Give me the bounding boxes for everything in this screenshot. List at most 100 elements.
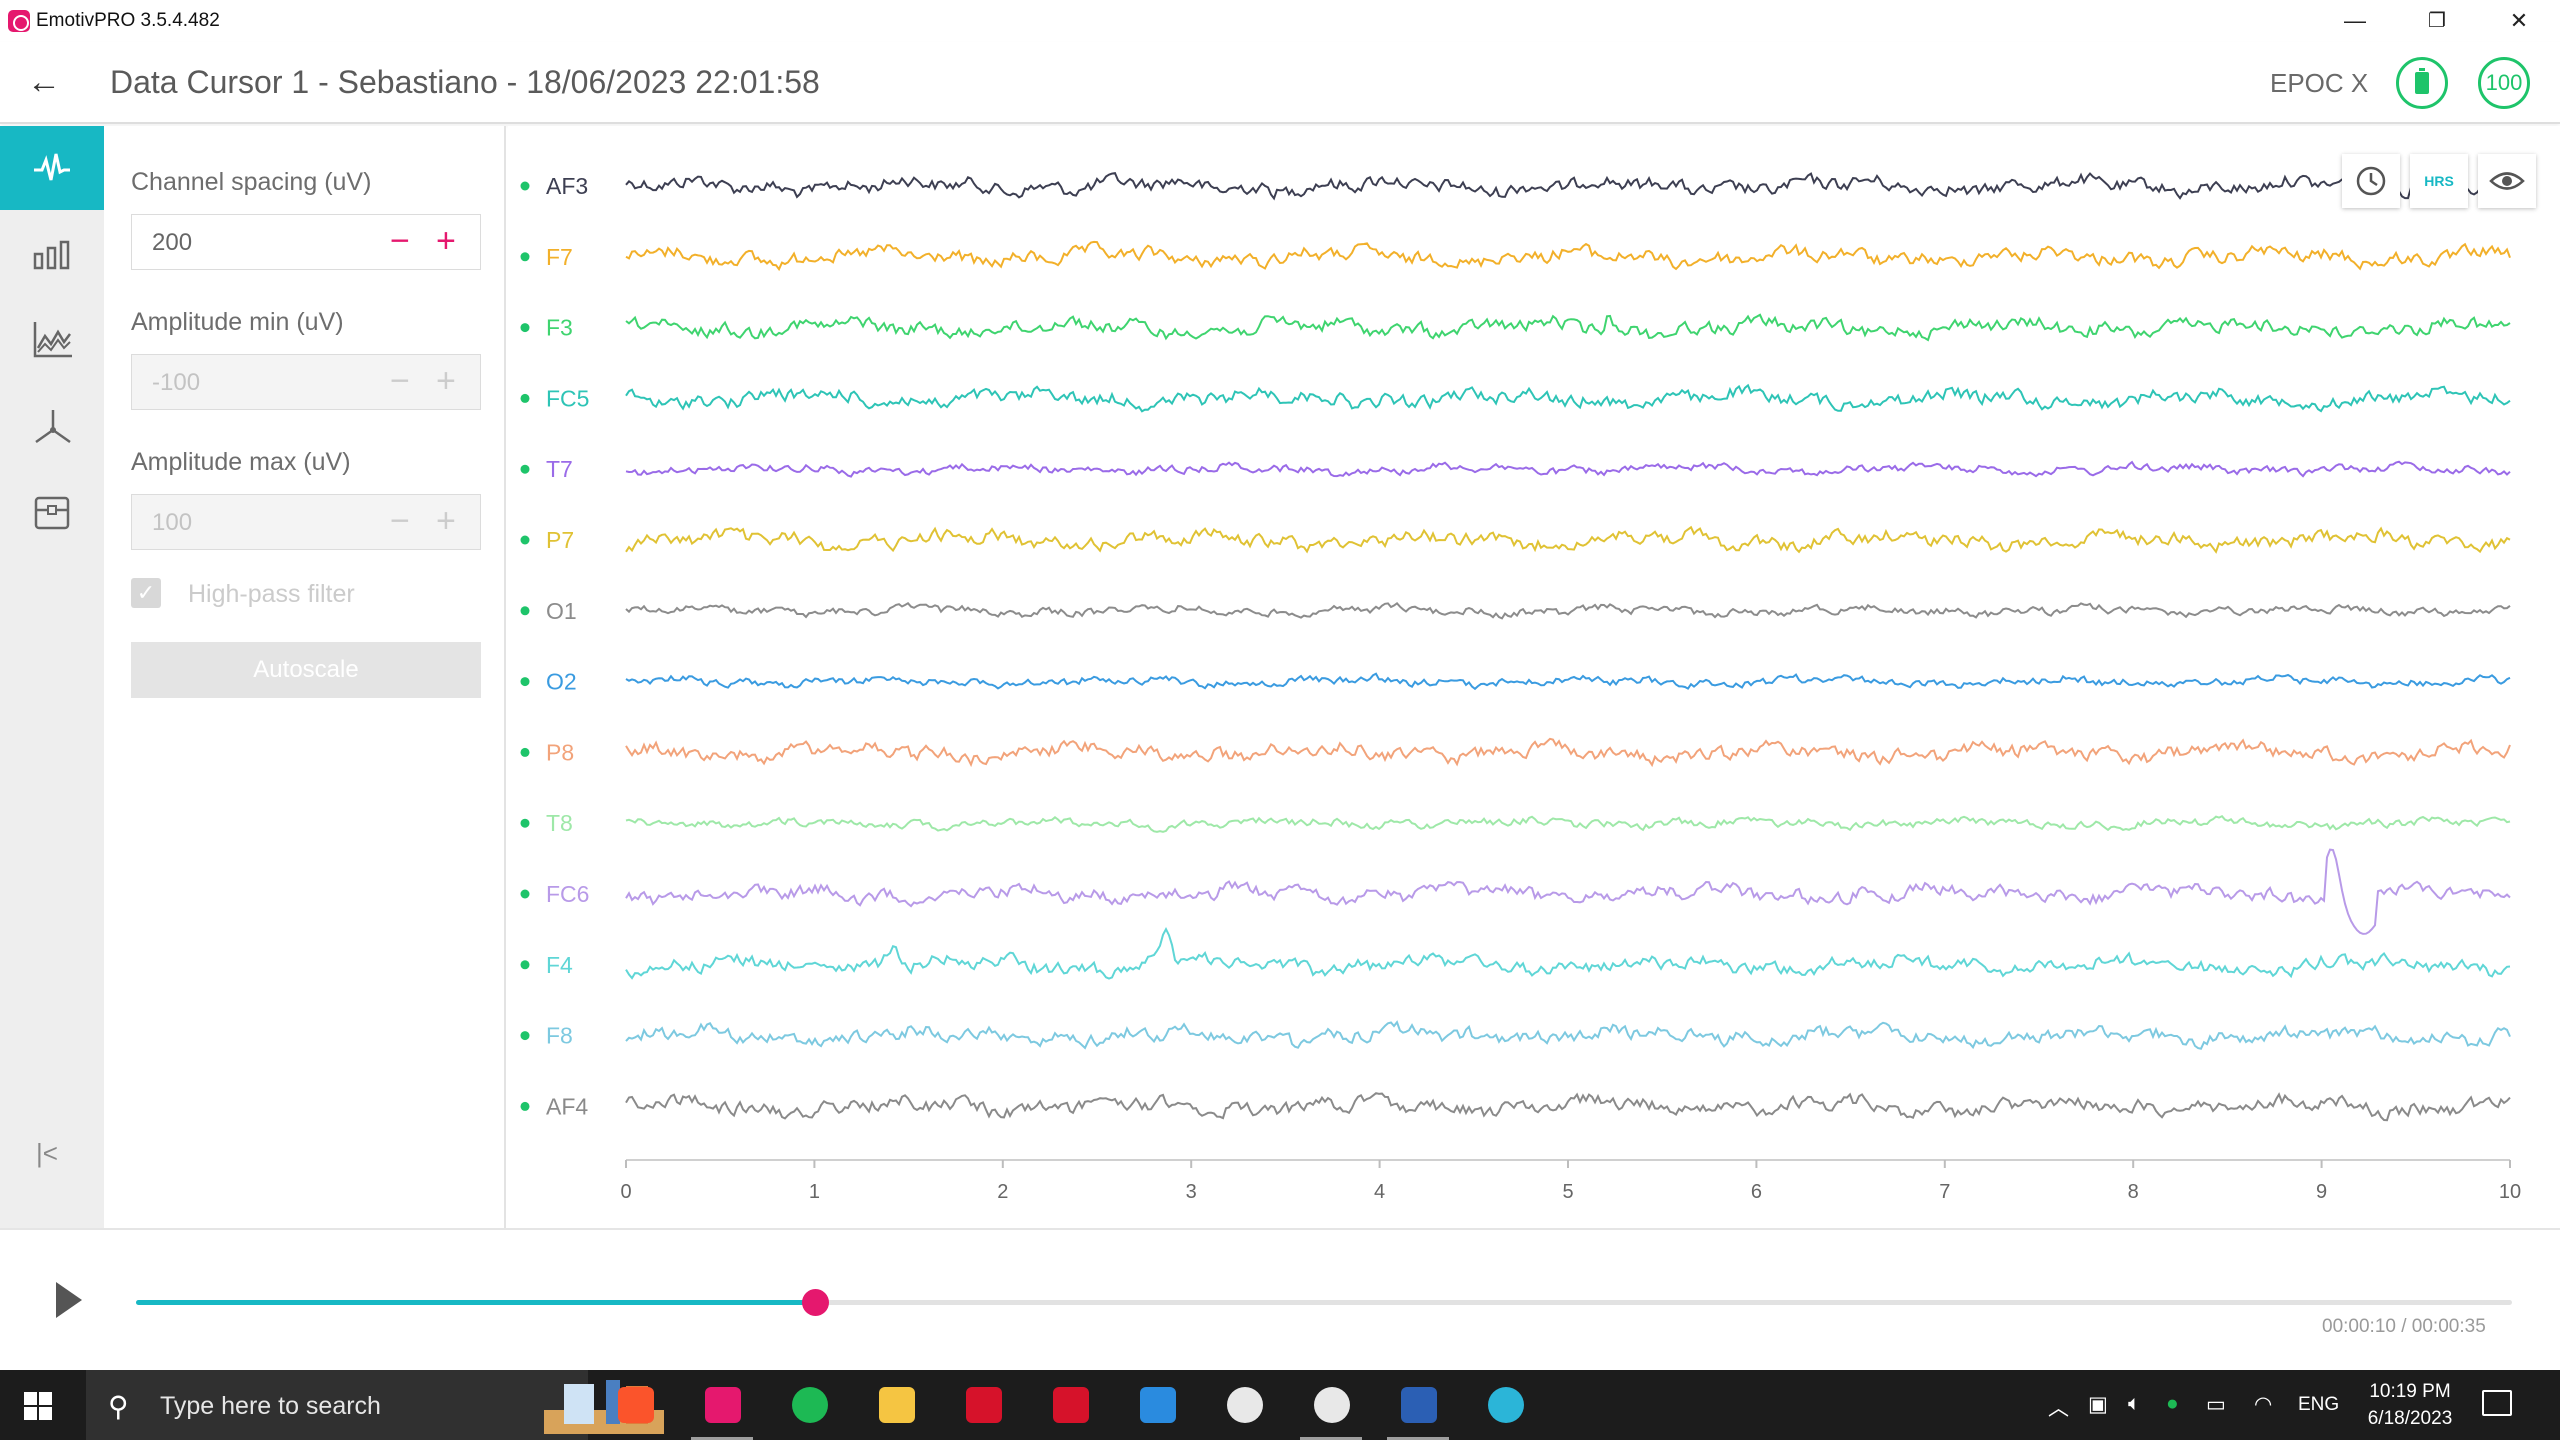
- hrs-button[interactable]: HRS: [2410, 154, 2468, 208]
- taskbar-search-box[interactable]: ⚲ Type here to search: [86, 1370, 664, 1440]
- taskbar-app-steam[interactable]: [1203, 1370, 1285, 1440]
- channel-label-o1[interactable]: O1: [546, 598, 577, 624]
- channel-status-dot: [520, 535, 530, 545]
- windows-start-button[interactable]: [24, 1392, 52, 1420]
- tray-razer-icon[interactable]: ●: [2166, 1392, 2179, 1415]
- window-title-bar: EmotivPRO 3.5.4.482 — ❐ ✕: [0, 0, 2560, 42]
- clock-time: 10:19 PM: [2369, 1381, 2451, 1402]
- playback-time: 00:00:10 / 00:00:35: [2322, 1316, 2486, 1337]
- visibility-button[interactable]: [2478, 154, 2536, 208]
- collapse-sidebar-button[interactable]: |<: [36, 1138, 58, 1168]
- channel-trace-p8: [625, 737, 2511, 768]
- language-indicator[interactable]: ENG: [2298, 1394, 2340, 1415]
- x-tick-label: 8: [2128, 1181, 2139, 1203]
- x-tick-label: 10: [2499, 1181, 2521, 1203]
- tray-app-icon[interactable]: ▣: [2088, 1393, 2108, 1416]
- x-tick-label: 7: [1939, 1181, 1950, 1203]
- channel-spacing-stepper[interactable]: 200 − +: [131, 214, 481, 270]
- channel-spacing-increment-button[interactable]: +: [436, 222, 456, 260]
- vs-code-icon: [1140, 1387, 1176, 1423]
- taskbar-app-amd-software[interactable]: [942, 1370, 1024, 1440]
- autoscale-button: Autoscale: [131, 642, 481, 698]
- x-tick-label: 4: [1374, 1181, 1385, 1203]
- taskbar-app-vs-code[interactable]: [1116, 1370, 1198, 1440]
- channel-status-dot: [520, 393, 530, 403]
- channel-trace-f4: [625, 927, 2511, 980]
- amplitude-max-increment-button: +: [436, 502, 456, 540]
- battery-status-button[interactable]: [2396, 57, 2448, 109]
- amd-software-icon: [966, 1387, 1002, 1423]
- back-button[interactable]: ←: [27, 63, 61, 101]
- playback-slider-thumb[interactable]: [801, 1289, 829, 1316]
- restore-button[interactable]: ❐: [2428, 10, 2446, 32]
- amplitude-max-label: Amplitude max (uV): [131, 448, 351, 476]
- amplitude-min-decrement-button: −: [390, 362, 410, 400]
- taskbar-app-edge[interactable]: [1464, 1370, 1546, 1440]
- channel-label-p8[interactable]: P8: [546, 739, 574, 765]
- channel-status-dot: [520, 960, 530, 970]
- sidebar-item-band-power[interactable]: [0, 212, 104, 296]
- channel-label-o2[interactable]: O2: [546, 669, 577, 695]
- eeg-chart[interactable]: AF3 F7 F3 FC5 T7 P7 O1 O2 P8 T8 FC6 F4 F8 AF4 0 1 2 3 4 5 6 7…: [508, 126, 2560, 1228]
- channel-trace-f7: [625, 240, 2511, 272]
- taskbar-app-file-explorer[interactable]: [855, 1370, 937, 1440]
- eeg-chart-svg[interactable]: AF3 F7 F3 FC5 T7 P7 O1 O2 P8 T8 FC6 F4 F8 AF4 0 1 2 3 4 5 6 7…: [508, 126, 2560, 1228]
- channel-label-f8[interactable]: F8: [546, 1023, 573, 1049]
- emotiv-logo-icon: [8, 10, 30, 32]
- channel-label-f7[interactable]: F7: [546, 244, 573, 270]
- playback-slider[interactable]: [136, 1289, 2512, 1316]
- amplitude-max-decrement-button: −: [390, 502, 410, 540]
- taskbar-search-placeholder[interactable]: Type here to search: [160, 1392, 381, 1420]
- channel-label-fc5[interactable]: FC5: [546, 385, 589, 411]
- clock-date: 6/18/2023: [2367, 1408, 2453, 1429]
- sidebar-item-motion[interactable]: [0, 384, 104, 468]
- spotify-icon: [792, 1387, 828, 1423]
- taskbar-clock[interactable]: 10:19 PM 6/18/2023: [2350, 1378, 2470, 1432]
- play-button[interactable]: [56, 1282, 82, 1318]
- device-name[interactable]: EPOC X: [2270, 68, 2369, 98]
- channel-label-f3[interactable]: F3: [546, 315, 573, 341]
- steam-icon: [1227, 1387, 1263, 1423]
- channel-trace-fc6: [625, 848, 2511, 935]
- taskbar-app-word[interactable]: [1377, 1370, 1459, 1440]
- taskbar-app-brave[interactable]: [594, 1370, 676, 1440]
- channel-trace-f3: [625, 313, 2511, 342]
- emotiv-icon: [705, 1387, 741, 1423]
- channel-spacing-decrement-button[interactable]: −: [390, 222, 410, 260]
- window-title: EmotivPRO 3.5.4.482: [36, 10, 220, 31]
- playback-bar: 00:00:10 / 00:00:35: [0, 1228, 2560, 1370]
- sidebar-item-performance-metrics[interactable]: [0, 298, 104, 382]
- channel-spacing-value[interactable]: 200: [152, 229, 193, 256]
- taskbar-app-emotiv[interactable]: [681, 1370, 763, 1440]
- channel-label-t8[interactable]: T8: [546, 810, 573, 836]
- show-hidden-icons-button[interactable]: ︿: [2048, 1397, 2069, 1420]
- x-tick-label: 9: [2316, 1181, 2327, 1203]
- channel-label-af3[interactable]: AF3: [546, 173, 588, 199]
- taskbar-app-spotify[interactable]: [768, 1370, 850, 1440]
- edge-icon: [1488, 1387, 1524, 1423]
- wifi-icon[interactable]: ◠: [2254, 1393, 2273, 1416]
- channel-label-fc6[interactable]: FC6: [546, 881, 589, 907]
- signal-quality-button[interactable]: 100: [2478, 57, 2530, 109]
- x-tick-label: 6: [1751, 1181, 1762, 1203]
- sidebar-item-raw-eeg[interactable]: [0, 126, 104, 210]
- volume-icon[interactable]: 🔈︎: [2128, 1392, 2141, 1415]
- channel-label-af4[interactable]: AF4: [546, 1093, 588, 1119]
- taskbar-app-epic[interactable]: [1029, 1370, 1111, 1440]
- time-window-button[interactable]: [2342, 154, 2400, 208]
- channel-label-f4[interactable]: F4: [546, 952, 573, 978]
- sidebar: |<: [0, 126, 104, 1228]
- waveform-icon: [34, 153, 70, 181]
- taskbar-app-github-desktop[interactable]: [1290, 1370, 1372, 1440]
- channel-label-t7[interactable]: T7: [546, 456, 573, 482]
- amplitude-min-increment-button: +: [436, 362, 456, 400]
- channel-label-p7[interactable]: P7: [546, 527, 574, 553]
- minimize-button[interactable]: —: [2344, 8, 2366, 33]
- channel-status-dot: [520, 252, 530, 262]
- battery-tray-icon[interactable]: ▭: [2206, 1393, 2226, 1416]
- notifications-icon[interactable]: [2482, 1390, 2512, 1416]
- x-tick-label: 3: [1186, 1181, 1197, 1203]
- sidebar-item-archive[interactable]: [0, 470, 104, 554]
- close-button[interactable]: ✕: [2509, 8, 2529, 33]
- word-icon: [1401, 1387, 1437, 1423]
